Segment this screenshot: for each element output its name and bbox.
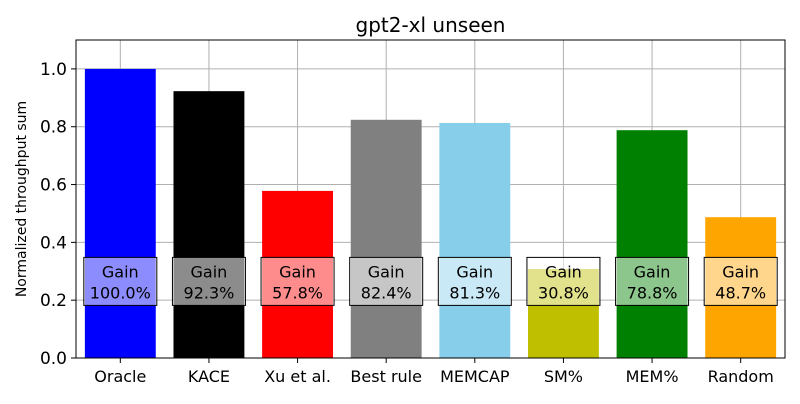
gain-annotation-box <box>260 256 335 306</box>
y-tick-label: 0.8 <box>40 118 67 138</box>
gain-annotation-box <box>171 256 246 306</box>
gain-label: Gain <box>191 262 228 281</box>
x-tick-label: Oracle <box>94 367 146 386</box>
y-tick-label: 0.0 <box>40 349 67 369</box>
gain-annotation-box <box>437 256 512 306</box>
gain-value: 100.0% <box>90 283 151 302</box>
annotation-layer: Gain 100.0% Gain 92.3% Gain 57.8% Gain 82.4% Gai… <box>83 256 778 306</box>
x-tick-label: MEM% <box>626 367 679 386</box>
x-tick-label: Best rule <box>350 367 422 386</box>
gain-label: Gain <box>722 262 759 281</box>
bar-kace <box>173 91 245 358</box>
bar-best-rule <box>350 119 422 358</box>
y-tick-label: 1.0 <box>40 60 67 80</box>
gain-label: Gain <box>368 262 405 281</box>
gain-label: Gain <box>102 262 139 281</box>
y-tick-label: 0.6 <box>40 176 67 196</box>
gain-value: 57.8% <box>272 283 323 302</box>
x-tick-label: Xu et al. <box>264 367 331 386</box>
gain-annotation-box <box>615 256 690 306</box>
y-tick-label: 0.4 <box>40 233 67 253</box>
x-tick-label: KACE <box>188 367 230 386</box>
x-tick-label: MEMCAP <box>440 367 510 386</box>
gain-label: Gain <box>634 262 671 281</box>
gain-value: 78.8% <box>627 283 678 302</box>
chart-title: gpt2-xl unseen <box>356 13 506 37</box>
gain-value: 30.8% <box>538 283 589 302</box>
gain-label: Gain <box>456 262 493 281</box>
gain-value: 92.3% <box>184 283 235 302</box>
gain-annotation-box <box>349 256 424 306</box>
gain-label: Gain <box>279 262 316 281</box>
gain-annotation-box <box>83 256 158 306</box>
y-tick-label: 0.2 <box>40 291 67 311</box>
gain-annotation-box <box>526 256 601 306</box>
bar-oracle <box>84 68 156 358</box>
gain-value: 48.7% <box>715 283 766 302</box>
plot-frame <box>75 39 786 359</box>
gain-value: 81.3% <box>449 283 500 302</box>
gain-value: 82.4% <box>361 283 412 302</box>
bar-mem <box>616 130 688 358</box>
gain-label: Gain <box>545 262 582 281</box>
axis-layer: 0.0 0.2 0.4 0.6 0.8 1.0 Oracle KACE Xu et al. Bes… <box>40 60 774 386</box>
gain-annotation-box <box>703 256 778 306</box>
bar-memcap <box>439 122 511 359</box>
y-axis-label: Normalized throughput sum <box>14 101 30 297</box>
x-tick-label: Random <box>708 367 774 386</box>
bar-layer <box>84 68 777 359</box>
x-tick-label: SM% <box>544 367 583 386</box>
